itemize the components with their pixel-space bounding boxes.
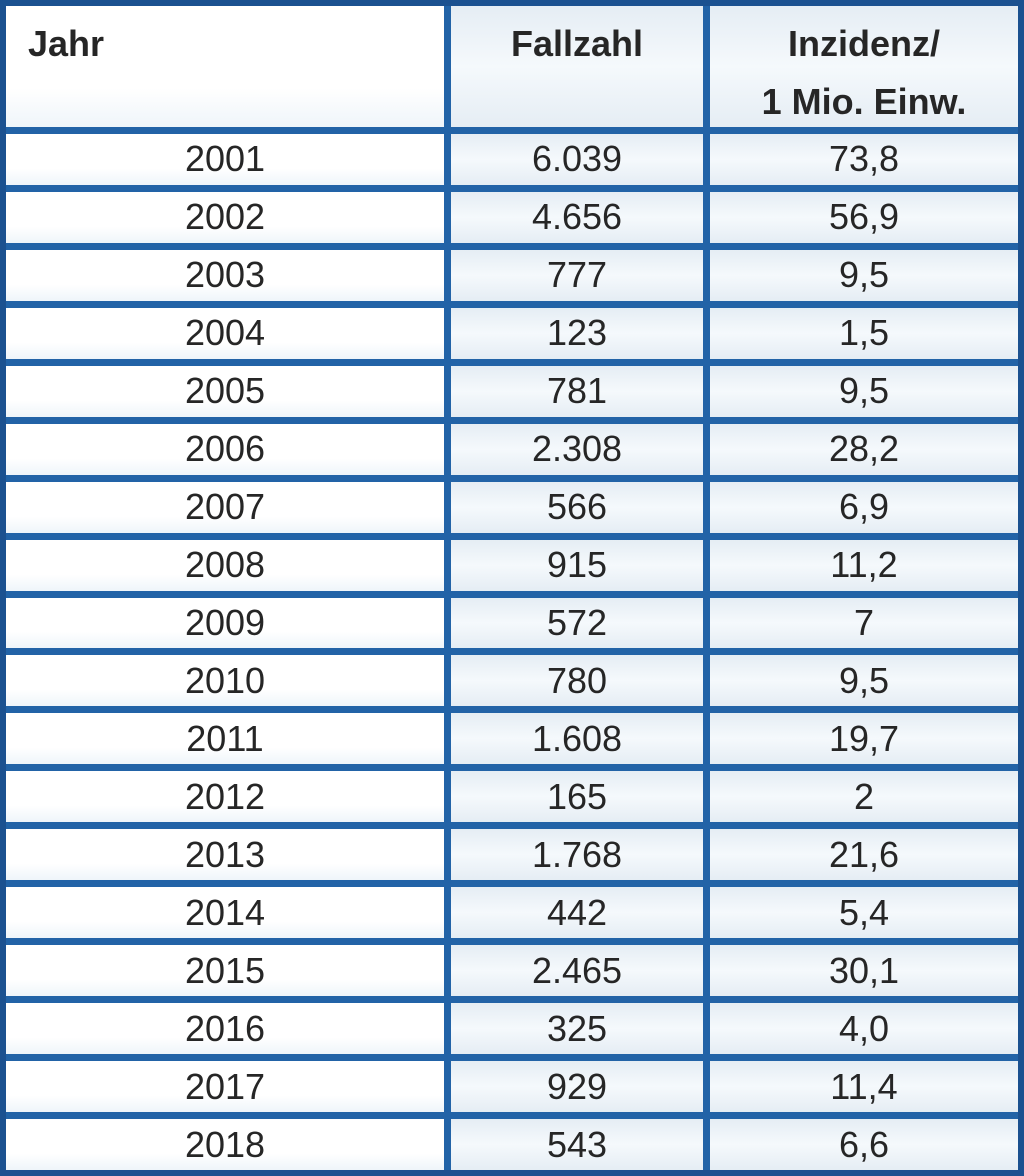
header-label-inzidenz: Inzidenz/ 1 Mio. Einw. [762, 26, 967, 120]
inzidenz-cell: 6,6 [710, 1119, 1018, 1170]
year-cell: 2005 [6, 365, 444, 417]
fallzahl-cell: 4.656 [451, 191, 703, 243]
year-cell: 2011 [6, 713, 444, 765]
year-cell: 2008 [6, 539, 444, 591]
inzidenz-cell: 28,2 [710, 423, 1018, 475]
inzidenz-cell: 4,0 [710, 1003, 1018, 1055]
year-cell: 2009 [6, 597, 444, 649]
fallzahl-cell: 165 [451, 771, 703, 823]
year-cell: 2018 [6, 1119, 444, 1170]
year-cell: 2007 [6, 481, 444, 533]
year-cell: 2002 [6, 191, 444, 243]
year-cell: 2016 [6, 1003, 444, 1055]
year-cell: 2012 [6, 771, 444, 823]
inzidenz-cell: 73,8 [710, 134, 1018, 185]
year-cell: 2010 [6, 655, 444, 707]
fallzahl-cell: 1.768 [451, 829, 703, 881]
fallzahl-cell: 780 [451, 655, 703, 707]
inzidenz-cell: 5,4 [710, 887, 1018, 939]
header-label-inzidenz-line1: Inzidenz/ [788, 23, 940, 64]
year-cell: 2003 [6, 249, 444, 301]
inzidenz-cell: 11,2 [710, 539, 1018, 591]
inzidenz-cell: 9,5 [710, 249, 1018, 301]
fallzahl-cell: 325 [451, 1003, 703, 1055]
inzidenz-cell: 2 [710, 771, 1018, 823]
header-label-jahr: Jahr [28, 23, 105, 64]
fallzahl-cell: 777 [451, 249, 703, 301]
year-cell: 2014 [6, 887, 444, 939]
header-label-fallzahl: Fallzahl [510, 23, 644, 64]
inzidenz-cell: 1,5 [710, 307, 1018, 359]
header-cell-fallzahl: Fallzahl [451, 6, 703, 127]
inzidenz-cell: 30,1 [710, 945, 1018, 997]
fallzahl-cell: 781 [451, 365, 703, 417]
fallzahl-cell: 442 [451, 887, 703, 939]
fallzahl-cell: 6.039 [451, 134, 703, 185]
fallzahl-cell: 1.608 [451, 713, 703, 765]
fallzahl-cell: 929 [451, 1061, 703, 1113]
fallzahl-cell: 566 [451, 481, 703, 533]
inzidenz-cell: 9,5 [710, 365, 1018, 417]
fallzahl-cell: 2.465 [451, 945, 703, 997]
inzidenz-cell: 56,9 [710, 191, 1018, 243]
header-label-inzidenz-line2: 1 Mio. Einw. [761, 81, 967, 122]
year-cell: 2017 [6, 1061, 444, 1113]
inzidenz-cell: 21,6 [710, 829, 1018, 881]
fallzahl-cell: 543 [451, 1119, 703, 1170]
inzidenz-cell: 11,4 [710, 1061, 1018, 1113]
header-cell-inzidenz: Inzidenz/ 1 Mio. Einw. [710, 6, 1018, 127]
fallzahl-cell: 2.308 [451, 423, 703, 475]
year-cell: 2006 [6, 423, 444, 475]
inzidenz-cell: 19,7 [710, 713, 1018, 765]
year-cell: 2015 [6, 945, 444, 997]
inzidenz-cell: 6,9 [710, 481, 1018, 533]
year-cell: 2001 [6, 134, 444, 185]
fallzahl-cell: 123 [451, 307, 703, 359]
fallzahl-cell: 572 [451, 597, 703, 649]
inzidenz-cell: 9,5 [710, 655, 1018, 707]
year-cell: 2013 [6, 829, 444, 881]
inzidenz-cell: 7 [710, 597, 1018, 649]
fallzahl-cell: 915 [451, 539, 703, 591]
header-cell-jahr: Jahr [6, 6, 444, 127]
year-cell: 2004 [6, 307, 444, 359]
